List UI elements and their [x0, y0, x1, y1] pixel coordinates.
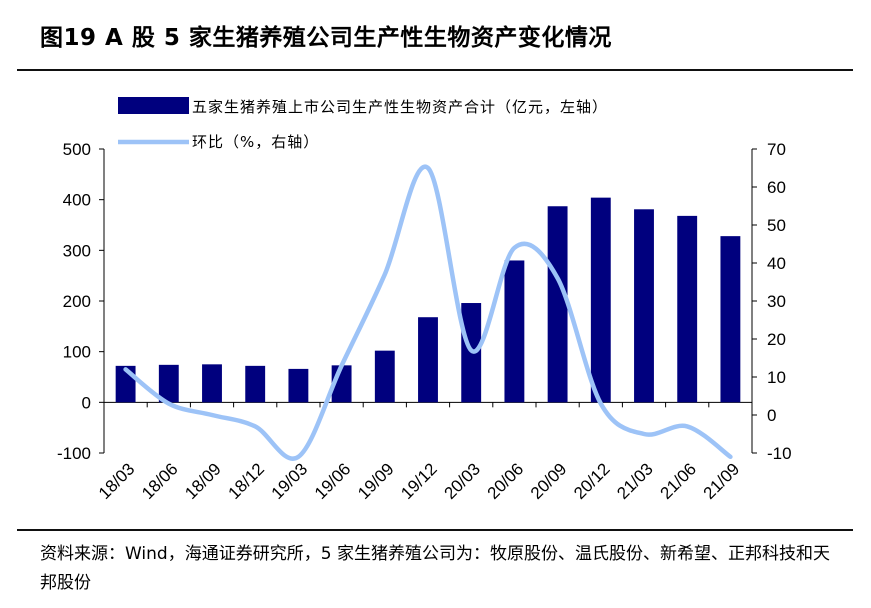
line-point-20-06	[513, 247, 515, 249]
line-series	[123, 164, 733, 461]
chart: 五家生猪养殖上市公司生产性生物资产合计（亿元，左轴） 环比（%，右轴） 5004…	[57, 97, 792, 503]
left-axis-tick-label: 100	[63, 343, 91, 362]
line-point-20-03	[470, 349, 472, 351]
bar-18-06	[158, 364, 179, 403]
right-axis-tick-label: 10	[767, 368, 786, 387]
x-axis-label: 20/09	[527, 459, 571, 503]
line-point-20-09	[557, 277, 559, 279]
legend-label-line: 环比（%，右轴）	[192, 133, 319, 151]
line-point-18-12	[254, 425, 256, 427]
legend: 五家生猪养殖上市公司生产性生物资产合计（亿元，左轴） 环比（%，右轴）	[118, 97, 608, 151]
right-axis-tick-label: 60	[767, 178, 786, 197]
right-axis-tick-label: 30	[767, 292, 786, 311]
source-note: 资料来源：Wind，海通证券研究所，5 家生猪养殖公司为：牧原股份、温氏股份、新…	[40, 544, 830, 593]
x-axis-label: 21/03	[613, 459, 657, 503]
x-axis-label: 18/06	[138, 459, 182, 503]
line-point-18-09	[211, 414, 213, 416]
line-point-21-06	[686, 425, 688, 427]
x-axis-label: 18/03	[95, 459, 139, 503]
left-axis-tick-label: 300	[63, 241, 91, 260]
x-axis-label: 21/06	[657, 459, 701, 503]
right-axis-tick-label: 70	[767, 140, 786, 159]
x-axis-label: 19/06	[311, 459, 355, 503]
line-point-21-09	[729, 456, 731, 458]
bar-21-06	[677, 215, 698, 403]
x-axis-label: 18/12	[225, 459, 269, 503]
line-point-19-12	[427, 167, 429, 169]
top-rule	[17, 69, 853, 71]
line-point-20-12	[600, 403, 602, 405]
line-point-18-03	[125, 368, 127, 370]
bar-20-06	[504, 260, 525, 403]
bar-20-12	[590, 197, 611, 403]
x-axis-label: 20/06	[484, 459, 528, 503]
bar-18-12	[245, 365, 266, 403]
right-axis-tick-label: 0	[767, 406, 776, 425]
line-point-19-06	[341, 365, 343, 367]
legend-swatch-bar	[118, 97, 189, 114]
bar-series	[115, 197, 741, 403]
left-axis-tick-label: -100	[57, 444, 91, 463]
figure-title: 图19 A 股 5 家生猪养殖公司生产性生物资产变化情况	[40, 25, 612, 51]
left-axis-tick-label: 0	[82, 393, 91, 412]
bar-19-09	[374, 350, 395, 403]
left-axis-tick-label: 400	[63, 191, 91, 210]
bar-21-09	[720, 236, 741, 403]
bar-20-09	[547, 206, 568, 403]
x-axis-label: 19/12	[397, 459, 441, 503]
qoq-change-line	[123, 164, 733, 461]
line-point-18-06	[168, 403, 170, 405]
bottom-rule	[17, 529, 853, 531]
x-axis-label: 19/03	[268, 459, 312, 503]
x-axis-label: 19/09	[354, 459, 398, 503]
bar-18-09	[202, 364, 222, 403]
x-axis-label: 20/03	[441, 459, 485, 503]
legend-label-bar: 五家生猪养殖上市公司生产性生物资产合计（亿元，左轴）	[192, 98, 608, 116]
right-axis-tick-label: -10	[767, 444, 792, 463]
right-axis-tick-label: 40	[767, 254, 786, 273]
line-point-19-09	[384, 273, 386, 275]
right-axis-tick-label: 50	[767, 216, 786, 235]
x-axis-label: 18/09	[181, 459, 225, 503]
left-axis-tick-label: 200	[63, 292, 91, 311]
bar-19-03	[288, 368, 309, 403]
right-axis-tick-label: 20	[767, 330, 786, 349]
x-axis-label: 20/12	[570, 459, 614, 503]
line-point-21-03	[643, 433, 645, 435]
line-point-19-03	[297, 456, 299, 458]
bar-21-03	[634, 209, 654, 403]
bar-19-12	[418, 317, 438, 403]
x-axis-label: 21/09	[700, 459, 744, 503]
left-axis-tick-label: 500	[63, 140, 91, 159]
x-axis-labels: 18/03 18/06 18/09 18/12 19/03 19/06 19/09 19/12…	[95, 459, 743, 503]
